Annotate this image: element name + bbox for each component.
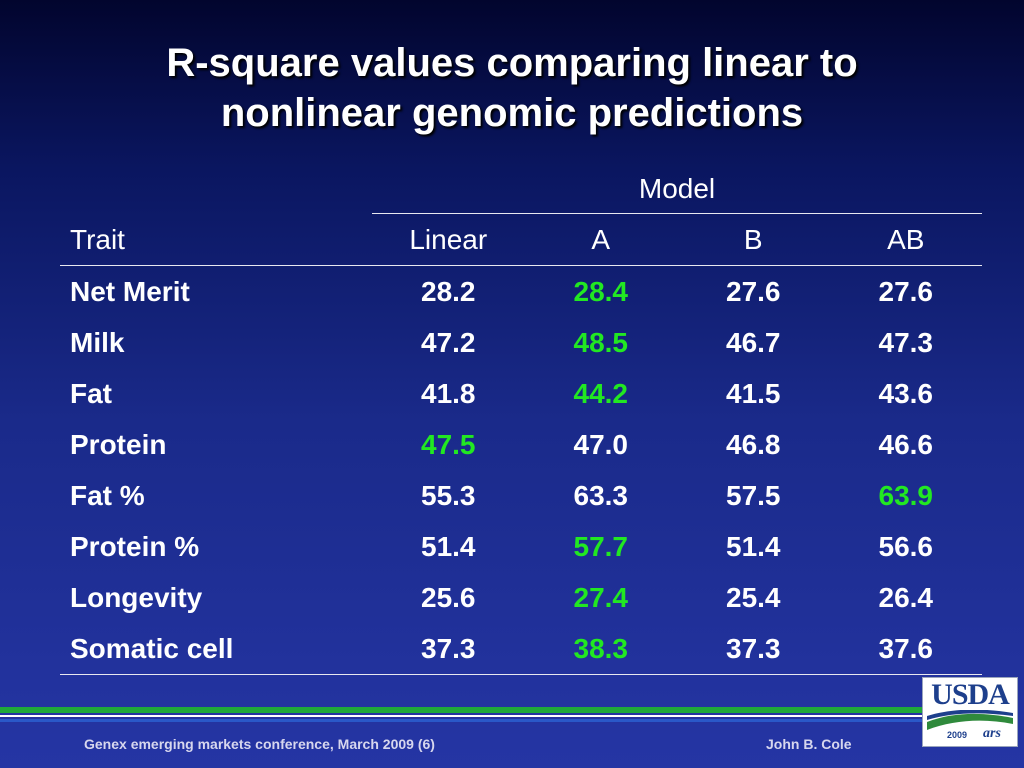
header-linear: Linear <box>372 213 525 266</box>
value-cell: 56.6 <box>878 531 934 562</box>
footer-author: John B. Cole <box>766 736 852 752</box>
value-cell: 63.3 <box>573 480 629 511</box>
value-cell: 26.4 <box>878 582 934 613</box>
trait-cell: Protein % <box>70 531 200 562</box>
footer-conference: Genex emerging markets conference, March… <box>84 736 435 752</box>
footer-rule-blue <box>0 719 922 722</box>
usda-logo-text: USDA <box>931 678 1010 711</box>
table-row: Fat % 55.3 63.3 57.5 63.9 <box>60 470 982 521</box>
usda-logo-swoosh-icon <box>927 710 1013 730</box>
trait-cell: Longevity <box>70 582 203 613</box>
model-group-row: Model <box>60 165 983 214</box>
logo-ars: ars <box>983 726 1001 741</box>
value-cell: 28.2 <box>421 276 476 307</box>
table-row: Somatic cell 37.3 38.3 37.3 37.6 <box>60 623 983 675</box>
header-a: A <box>524 213 677 266</box>
value-cell: 47.5 <box>421 429 476 460</box>
table-row: Longevity 25.6 27.4 25.4 26.4 <box>60 572 982 623</box>
value-cell: 57.7 <box>573 531 629 562</box>
value-cell: 28.4 <box>573 276 629 307</box>
value-cell: 51.4 <box>421 531 476 562</box>
value-cell: 37.3 <box>372 623 525 675</box>
trait-cell: Net Merit <box>70 276 190 307</box>
header-ab: AB <box>829 213 983 266</box>
value-cell: 37.3 <box>677 623 830 675</box>
value-cell: 41.8 <box>421 378 476 409</box>
model-group-header: Model <box>372 165 983 214</box>
value-cell: 27.6 <box>878 276 934 307</box>
title-line-2: nonlinear genomic predictions <box>220 91 804 135</box>
value-cell: 27.4 <box>573 582 629 613</box>
trait-cell: Fat <box>70 378 112 409</box>
value-cell: 51.4 <box>726 531 781 562</box>
empty-header-cell <box>60 165 372 214</box>
usda-logo: USDA 2009 ars <box>922 677 1018 747</box>
title-line-1: R-square values comparing linear to <box>166 41 858 85</box>
table-row: Protein 47.5 47.0 46.8 46.6 <box>60 419 982 470</box>
value-cell: 63.9 <box>878 480 934 511</box>
table-row: Fat 41.8 44.2 41.5 43.6 <box>60 368 982 419</box>
table-row: Milk 47.2 48.5 46.7 47.3 <box>60 317 982 368</box>
value-cell: 41.5 <box>726 378 781 409</box>
value-cell: 46.8 <box>726 429 781 460</box>
table-body: Net Merit 28.2 28.4 27.6 27.6 Milk 47.2 48.5 46.… <box>60 266 983 675</box>
trait-cell: Fat % <box>70 480 145 511</box>
trait-cell: Somatic cell <box>60 623 372 675</box>
header-b: B <box>677 213 830 266</box>
footer-rule-green <box>0 707 922 713</box>
logo-year: 2009 <box>947 730 968 740</box>
column-header-row: Trait Linear A B AB <box>60 213 983 266</box>
value-cell: 47.3 <box>878 327 934 358</box>
trait-cell: Protein <box>70 429 167 460</box>
value-cell: 25.4 <box>726 582 781 613</box>
value-cell: 46.7 <box>726 327 781 358</box>
value-cell: 27.6 <box>726 276 781 307</box>
value-cell: 46.6 <box>878 429 934 460</box>
table-row: Net Merit 28.2 28.4 27.6 27.6 <box>60 266 982 318</box>
footer-rule-white <box>0 715 922 717</box>
value-cell: 57.5 <box>726 480 781 511</box>
value-cell: 37.6 <box>829 623 983 675</box>
value-cell: 48.5 <box>573 327 629 358</box>
value-cell: 55.3 <box>421 480 476 511</box>
value-cell: 47.0 <box>573 429 629 460</box>
value-cell: 25.6 <box>421 582 476 613</box>
header-trait: Trait <box>60 213 372 266</box>
r-square-table: Model Trait Linear A B AB Net Merit 28.2 2… <box>60 165 983 675</box>
value-cell: 38.3 <box>524 623 677 675</box>
value-cell: 47.2 <box>421 327 476 358</box>
value-cell: 43.6 <box>878 378 934 409</box>
slide-title: R-square values comparing linear to nonl… <box>0 38 1024 138</box>
trait-cell: Milk <box>70 327 125 358</box>
table-row: Protein % 51.4 57.7 51.4 56.6 <box>60 521 982 572</box>
value-cell: 44.2 <box>573 378 629 409</box>
